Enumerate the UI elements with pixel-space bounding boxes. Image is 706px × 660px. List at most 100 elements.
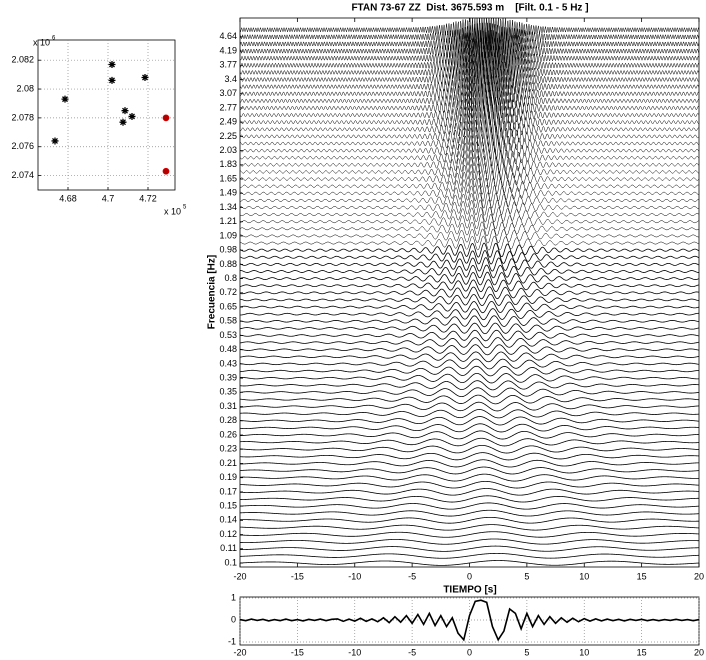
y-tick-label: 1.21 <box>219 216 237 226</box>
trace <box>240 74 699 99</box>
y-tick-label: 0.65 <box>219 301 237 311</box>
trace <box>240 111 699 134</box>
x-tick-label: 20 <box>694 647 704 657</box>
x-tick-label: -10 <box>348 571 361 581</box>
y-tick-label: 2.074 <box>11 170 34 180</box>
trace <box>240 337 699 349</box>
trace <box>240 553 699 559</box>
x-tick-label: 5 <box>524 571 529 581</box>
trace <box>240 516 699 524</box>
trace <box>240 44 699 72</box>
trace <box>240 242 699 258</box>
trace <box>240 351 699 363</box>
trace <box>240 329 699 342</box>
x-tick-label: 4.72 <box>139 193 157 203</box>
y-tick-label: 1.65 <box>219 173 237 183</box>
x-tick-label: 4.7 <box>102 193 115 203</box>
x-tick-label: -10 <box>348 647 361 657</box>
y-tick-label: 3.4 <box>224 74 237 84</box>
y-tick-label: 0 <box>231 614 236 624</box>
trace <box>240 488 699 496</box>
y-tick-label: 0.8 <box>224 273 237 283</box>
trace <box>240 401 699 412</box>
x-tick-label: 15 <box>637 571 647 581</box>
y-tick-label: 0.21 <box>219 458 237 468</box>
trace <box>240 125 699 148</box>
y-tick-label: 0.48 <box>219 344 237 354</box>
y-tick-label: 0.17 <box>219 486 237 496</box>
y-tick-label: 0.58 <box>219 316 237 326</box>
trace <box>240 264 699 279</box>
trace <box>240 509 699 517</box>
y-tick-label: 1.34 <box>219 202 237 212</box>
y-tick-label: 2.25 <box>219 131 237 141</box>
y-tick-label: 2.03 <box>219 145 237 155</box>
trace <box>240 170 699 188</box>
x-tick-label: -15 <box>291 571 304 581</box>
x-tick-label: 5 <box>524 647 529 657</box>
y-tick-label: 0.88 <box>219 259 237 269</box>
trace <box>240 466 699 475</box>
point <box>141 74 149 81</box>
y-tick-label: 0.14 <box>219 515 237 525</box>
y-tick-label: 2.082 <box>11 55 34 65</box>
y-multiplier: x 10 <box>33 37 50 47</box>
trace <box>240 257 699 272</box>
trace <box>240 502 699 510</box>
trace <box>240 300 699 314</box>
trace <box>240 409 699 419</box>
x-tick-label: -5 <box>408 571 416 581</box>
trace <box>240 372 699 384</box>
y-tick-label: 4.19 <box>219 45 237 55</box>
y-tick-label: 4.64 <box>219 31 237 41</box>
y-tick-label: 2.076 <box>11 141 34 151</box>
trace <box>240 29 699 59</box>
y-tick-label: 2.08 <box>16 83 34 93</box>
y-tick-label: 3.77 <box>219 60 237 70</box>
trace <box>240 133 699 154</box>
trace <box>240 358 699 370</box>
x-tick-label: -20 <box>233 647 246 657</box>
trace <box>240 315 699 328</box>
point <box>119 118 127 126</box>
trace <box>240 524 699 531</box>
trace <box>240 380 699 391</box>
x-multiplier-exponent: 5 <box>183 205 187 211</box>
y-tick-label: 0.28 <box>219 415 237 425</box>
trace <box>240 22 699 51</box>
point <box>121 107 129 115</box>
trace <box>240 459 699 468</box>
trace <box>240 495 699 503</box>
trace <box>240 89 699 113</box>
trace <box>240 235 699 251</box>
point <box>162 114 170 122</box>
trace <box>240 365 699 377</box>
x-tick-label: 10 <box>579 647 589 657</box>
trace <box>240 155 699 175</box>
x-tick-label: -15 <box>291 647 304 657</box>
trace <box>240 199 699 216</box>
trace <box>240 444 699 454</box>
trace <box>240 228 699 244</box>
y-tick-label: 0.43 <box>219 358 237 368</box>
y-tick-label: 0.98 <box>219 245 237 255</box>
y-tick-label: -1 <box>228 636 236 646</box>
map-axes <box>37 39 176 191</box>
trace <box>240 81 699 106</box>
trace <box>240 66 699 93</box>
trace <box>240 394 699 405</box>
y-tick-label: 0.12 <box>219 529 237 539</box>
point <box>61 95 69 103</box>
x-tick-label: 10 <box>579 571 589 581</box>
x-tick-label: -5 <box>408 647 416 657</box>
y-tick-label: 0.72 <box>219 287 237 297</box>
y-tick-label: 1.09 <box>219 230 237 240</box>
x-tick-label: 0 <box>467 571 472 581</box>
y-tick-label: 0.1 <box>224 557 237 567</box>
y-tick-label: 2.49 <box>219 117 237 127</box>
y-tick-label: 0.53 <box>219 330 237 340</box>
trace <box>240 118 699 140</box>
y-tick-label: 1.83 <box>219 159 237 169</box>
point <box>162 167 170 175</box>
